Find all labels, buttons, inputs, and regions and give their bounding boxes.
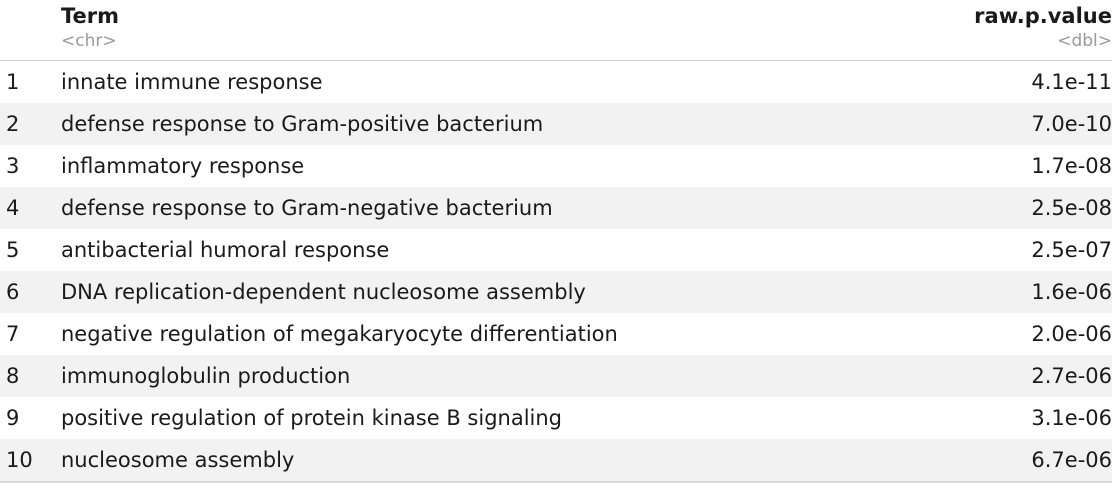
row-index: 1 [6, 69, 20, 94]
term-cell: DNA replication-dependent nucleosome ass… [48, 270, 812, 313]
row-index: 5 [6, 237, 20, 262]
header-p-value: raw.p.value <dbl> [812, 0, 1112, 61]
term-cell: defense response to Gram-negative bacter… [48, 186, 812, 229]
p-value-cell: 6.7e-06 [812, 438, 1112, 483]
table-row: 7 negative regulation of megakaryocyte d… [0, 313, 1112, 355]
p-value-cell: 3.1e-06 [1031, 405, 1112, 430]
row-index: 10 [0, 438, 48, 483]
header-term: Term <chr> [48, 0, 812, 61]
term-cell: inflammatory response [61, 153, 305, 178]
row-index: 6 [0, 270, 48, 313]
column-type-term: <chr> [61, 31, 117, 51]
table-row: 9 positive regulation of protein kinase … [0, 397, 1112, 439]
table-body: 1 innate immune response 4.1e-11 2 defen… [0, 60, 1112, 483]
table-row: 8 immunoglobulin production 2.7e-06 [0, 354, 1112, 397]
row-index: 2 [0, 102, 48, 145]
table-header: Term <chr> raw.p.value <dbl> [0, 0, 1112, 61]
row-index: 7 [6, 321, 20, 346]
row-index: 3 [6, 153, 20, 178]
header-index [0, 0, 48, 61]
p-value-cell: 1.6e-06 [812, 270, 1112, 313]
p-value-cell: 4.1e-11 [1031, 69, 1112, 94]
table-row: 6 DNA replication-dependent nucleosome a… [0, 270, 1112, 313]
column-type-p-value: <dbl> [1057, 31, 1112, 51]
table-row: 5 antibacterial humoral response 2.5e-07 [0, 229, 1112, 271]
results-table: Term <chr> raw.p.value <dbl> 1 innate im… [0, 0, 1112, 483]
p-value-cell: 7.0e-10 [812, 102, 1112, 145]
table-row: 1 innate immune response 4.1e-11 [0, 60, 1112, 103]
row-index: 9 [6, 405, 20, 430]
p-value-cell: 2.5e-08 [812, 186, 1112, 229]
column-name-term: Term [61, 4, 120, 28]
header-row: Term <chr> raw.p.value <dbl> [0, 0, 1112, 61]
term-cell: defense response to Gram-positive bacter… [48, 102, 812, 145]
p-value-cell: 2.5e-07 [1031, 237, 1112, 262]
table-row: 10 nucleosome assembly 6.7e-06 [0, 438, 1112, 483]
term-cell: negative regulation of megakaryocyte dif… [61, 321, 618, 346]
term-cell: nucleosome assembly [48, 438, 812, 483]
p-value-cell: 2.0e-06 [1031, 321, 1112, 346]
table-row: 4 defense response to Gram-negative bact… [0, 186, 1112, 229]
p-value-cell: 2.7e-06 [812, 354, 1112, 397]
row-index: 8 [0, 354, 48, 397]
p-value-cell: 1.7e-08 [1031, 153, 1112, 178]
row-index: 4 [0, 186, 48, 229]
column-name-p-value: raw.p.value [974, 4, 1112, 28]
term-cell: immunoglobulin production [48, 354, 812, 397]
table-row: 2 defense response to Gram-positive bact… [0, 102, 1112, 145]
term-cell: positive regulation of protein kinase B … [61, 405, 563, 430]
table-row: 3 inflammatory response 1.7e-08 [0, 145, 1112, 187]
term-cell: antibacterial humoral response [61, 237, 390, 262]
term-cell: innate immune response [61, 69, 323, 94]
